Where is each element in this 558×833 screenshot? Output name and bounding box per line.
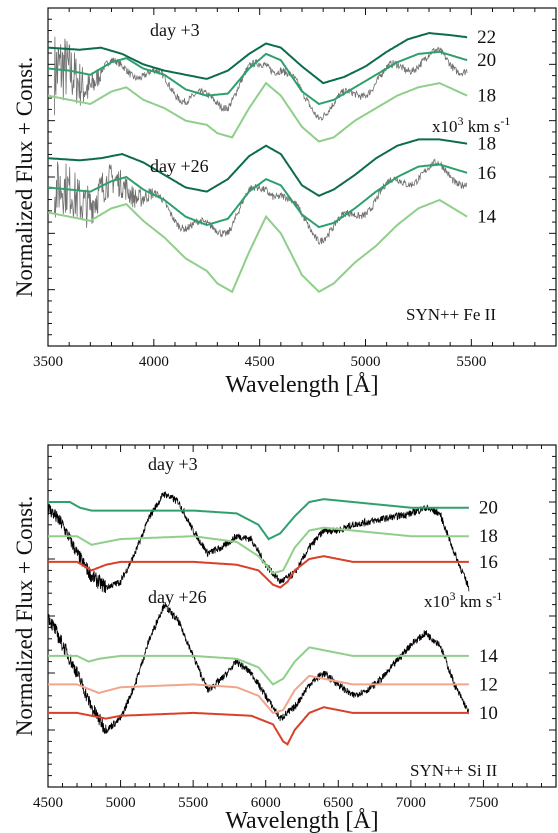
x-tick-label: 4500 — [245, 354, 275, 370]
velocity-label: 20 — [477, 50, 496, 71]
x-tick-label: 7000 — [396, 795, 426, 811]
x-tick-label: 5500 — [456, 354, 486, 370]
x-tick-label: 4500 — [33, 795, 63, 811]
x-axis-label: Wavelength [Å] — [225, 808, 378, 833]
x-axis-label: Wavelength [Å] — [225, 372, 378, 398]
velocity-label: 20 — [479, 498, 498, 519]
velocity-label: 16 — [477, 163, 496, 184]
panel-si-ii: 4500 5000 5500 6000 6500 7000 7500Wavelength [… — [12, 445, 556, 833]
ion-annotation: SYN++ Fe II — [406, 305, 496, 324]
velocity-label: 18 — [477, 134, 496, 155]
x-tick-label: 5500 — [178, 795, 208, 811]
velocity-unit-label: x103 km s-1 — [424, 589, 502, 611]
x-tick-label: 3500 — [33, 354, 63, 370]
velocity-label: 18 — [479, 526, 498, 547]
panel-fe-ii: 3500 4000 4500 5000 5500 Wavelength [Å] Normal… — [12, 8, 556, 398]
model-spectrum-16 — [48, 165, 467, 228]
model-spectrum-22 — [48, 33, 467, 83]
velocity-label: 18 — [477, 86, 496, 107]
model-spectrum-16 — [48, 556, 469, 587]
y-axis-label: Normalized Flux + Const. — [12, 57, 37, 297]
x-tick-label: 5000 — [106, 795, 136, 811]
velocity-label: 14 — [479, 646, 499, 667]
plot-frame — [48, 445, 556, 787]
velocity-label: 10 — [479, 703, 498, 724]
epoch-label: day +3 — [148, 454, 198, 474]
epoch-label: day +26 — [150, 156, 209, 176]
model-spectrum-14 — [48, 200, 467, 292]
x-tick-label: 5000 — [351, 354, 381, 370]
ion-annotation: SYN++ Si II — [410, 761, 498, 780]
velocity-label: 16 — [479, 552, 498, 573]
model-spectrum-20 — [48, 499, 469, 539]
velocity-label: 12 — [479, 674, 498, 695]
velocity-unit-label: x103 km s-1 — [432, 114, 510, 136]
observed-spectrum — [54, 37, 467, 120]
velocity-label: 14 — [477, 207, 497, 228]
epoch-label: day +26 — [148, 587, 207, 607]
x-tick-label: 4000 — [139, 354, 169, 370]
velocity-label: 22 — [477, 27, 496, 48]
plot-area — [48, 492, 469, 745]
x-tick-label: 7500 — [468, 795, 498, 811]
y-axis-label: Normalized Flux + Const. — [12, 496, 37, 736]
plot-area — [48, 33, 467, 292]
epoch-label: day +3 — [150, 20, 200, 40]
model-spectrum-18 — [48, 83, 467, 141]
